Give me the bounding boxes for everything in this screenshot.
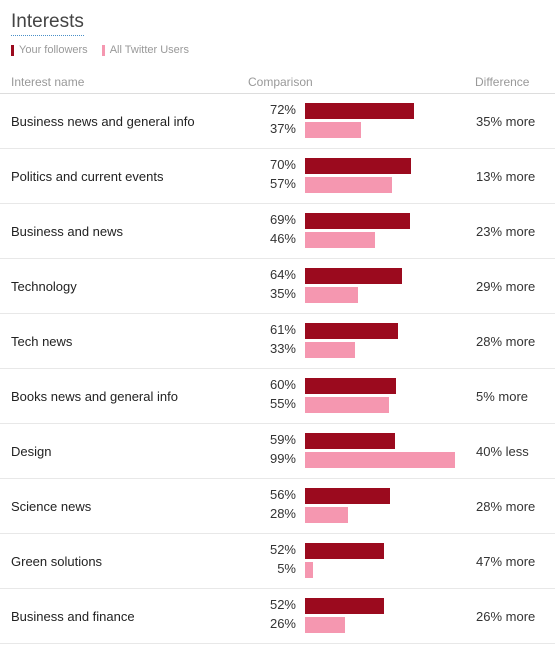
row-divider	[0, 423, 555, 424]
all-users-bar	[305, 617, 345, 633]
all-users-percent-label: 57%	[269, 176, 296, 191]
row-divider	[0, 148, 555, 149]
all-users-percent-label: 55%	[269, 396, 296, 411]
difference-value: 40% less	[476, 444, 529, 459]
row-divider	[0, 203, 555, 204]
difference-value: 28% more	[476, 499, 536, 514]
table-row: Technology 64% 35% 29% more	[0, 259, 555, 314]
difference-value: 13% more	[476, 169, 536, 184]
followers-bar	[305, 598, 384, 614]
followers-percent-label: 52%	[269, 542, 296, 557]
interest-name: Business news and general info	[11, 114, 195, 129]
row-divider	[0, 313, 555, 314]
followers-bar	[305, 488, 390, 504]
followers-percent-label: 72%	[269, 102, 296, 117]
followers-bar	[305, 323, 398, 339]
all-users-percent-label: 37%	[269, 121, 296, 136]
followers-percent-label: 69%	[269, 212, 296, 227]
followers-percent-label: 52%	[269, 597, 296, 612]
row-divider	[0, 643, 555, 644]
header-divider	[0, 93, 555, 94]
all-users-bar	[305, 562, 313, 578]
interest-name: Technology	[11, 279, 77, 294]
difference-value: 26% more	[476, 609, 536, 624]
difference-value: 5% more	[476, 389, 529, 404]
all-users-bar	[305, 342, 355, 358]
all-users-bar	[305, 122, 361, 138]
followers-bar	[305, 158, 411, 174]
legend-label-followers: Your followers	[19, 44, 88, 56]
all-users-percent-label: 26%	[269, 616, 296, 631]
interest-name: Science news	[11, 499, 92, 514]
followers-percent-label: 64%	[269, 267, 296, 282]
difference-value: 23% more	[476, 224, 536, 239]
table-row: Politics and current events 70% 57% 13% mor…	[0, 149, 555, 204]
all-users-bar	[305, 177, 392, 193]
interest-name: Green solutions	[11, 554, 103, 569]
difference-value: 28% more	[476, 334, 536, 349]
legend-item-followers: Your followers	[11, 44, 88, 56]
interest-name: Tech news	[11, 334, 73, 349]
table-row: Science news 56% 28% 28% more	[0, 479, 555, 534]
followers-percent-label: 61%	[269, 322, 296, 337]
followers-bar	[305, 213, 410, 229]
table-row: Tech news 61% 33% 28% more	[0, 314, 555, 369]
followers-bar	[305, 103, 414, 119]
followers-percent-label: 56%	[269, 487, 296, 502]
all-users-percent-label: 28%	[269, 506, 296, 521]
all-users-percent-label: 5%	[277, 561, 296, 576]
difference-value: 47% more	[476, 554, 536, 569]
row-divider	[0, 533, 555, 534]
difference-value: 29% more	[476, 279, 536, 294]
followers-percent-label: 59%	[269, 432, 296, 447]
followers-percent-label: 60%	[269, 377, 296, 392]
difference-value: 35% more	[476, 114, 536, 129]
all-users-bar	[305, 507, 348, 523]
followers-percent-label: 70%	[269, 157, 296, 172]
all-users-percent-label: 35%	[269, 286, 296, 301]
all-users-bar	[305, 397, 389, 413]
interest-name: Design	[11, 444, 52, 459]
followers-bar	[305, 433, 395, 449]
row-divider	[0, 478, 555, 479]
table-row: Books news and general info 60% 55% 5% more	[0, 369, 555, 424]
legend: Your followers All Twitter Users	[11, 44, 189, 56]
table-row: Business news and general info 72% 37% 35% …	[0, 94, 555, 149]
page-title: Interests	[11, 11, 84, 36]
all-users-bar	[305, 452, 455, 468]
table-row: Design 59% 99% 40% less	[0, 424, 555, 479]
table-row: Green solutions 52% 5% 47% more	[0, 534, 555, 589]
header-comparison: Comparison	[248, 75, 313, 89]
interest-name: Business and finance	[11, 609, 135, 624]
legend-label-all-users: All Twitter Users	[109, 44, 189, 56]
header-interest-name: Interest name	[11, 75, 85, 89]
header-difference: Difference	[475, 75, 530, 89]
interest-name: Politics and current events	[11, 169, 164, 184]
row-divider	[0, 258, 555, 259]
legend-swatch-followers	[11, 44, 14, 56]
row-divider	[0, 588, 555, 589]
table-row: Business and finance 52% 26% 26% more	[0, 589, 555, 644]
followers-bar	[305, 268, 402, 284]
all-users-bar	[305, 232, 375, 248]
followers-bar	[305, 378, 396, 394]
all-users-bar	[305, 287, 358, 303]
all-users-percent-label: 99%	[269, 451, 296, 466]
interest-name: Business and news	[11, 224, 124, 239]
legend-item-all-users: All Twitter Users	[101, 44, 189, 56]
legend-swatch-all-users	[101, 44, 105, 56]
all-users-percent-label: 46%	[269, 231, 296, 246]
all-users-percent-label: 33%	[269, 341, 296, 356]
row-divider	[0, 368, 555, 369]
interest-name: Books news and general info	[11, 389, 178, 404]
table-row: Business and news 69% 46% 23% more	[0, 204, 555, 259]
followers-bar	[305, 543, 384, 559]
table-header: Interest name Comparison Difference	[0, 75, 555, 93]
